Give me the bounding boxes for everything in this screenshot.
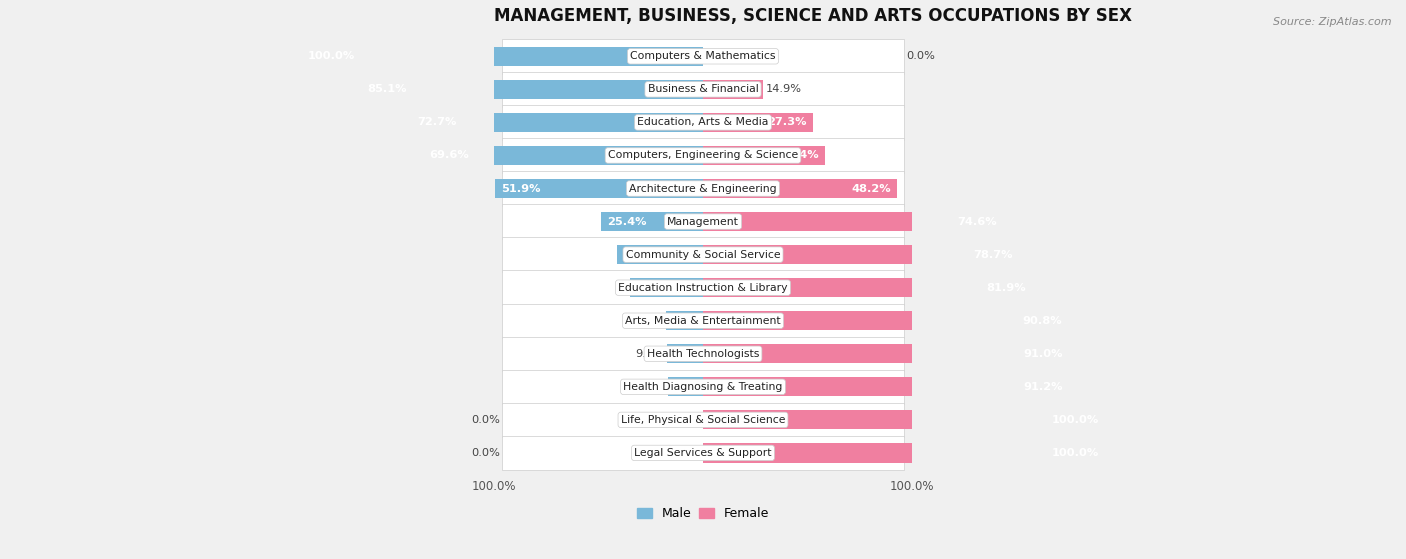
Text: Source: ZipAtlas.com: Source: ZipAtlas.com xyxy=(1274,17,1392,27)
Text: Architecture & Engineering: Architecture & Engineering xyxy=(630,183,776,193)
Bar xyxy=(502,138,904,173)
Bar xyxy=(630,278,703,297)
Legend: Male, Female: Male, Female xyxy=(631,503,775,525)
Bar xyxy=(502,205,904,239)
Bar xyxy=(703,377,1070,396)
Bar xyxy=(411,113,703,132)
Bar xyxy=(502,337,904,371)
Text: 85.1%: 85.1% xyxy=(367,84,406,94)
Text: 74.6%: 74.6% xyxy=(957,216,997,226)
Bar xyxy=(703,344,1069,363)
Text: MANAGEMENT, BUSINESS, SCIENCE AND ARTS OCCUPATIONS BY SEX: MANAGEMENT, BUSINESS, SCIENCE AND ARTS O… xyxy=(494,7,1132,25)
Bar xyxy=(301,47,703,66)
Bar xyxy=(502,271,904,305)
Text: 91.0%: 91.0% xyxy=(1024,349,1063,359)
Text: Legal Services & Support: Legal Services & Support xyxy=(634,448,772,458)
Text: 91.2%: 91.2% xyxy=(1024,382,1063,392)
Bar xyxy=(502,435,904,470)
Bar xyxy=(703,212,1002,231)
Text: Community & Social Service: Community & Social Service xyxy=(626,250,780,259)
Bar xyxy=(703,113,813,132)
Bar xyxy=(423,146,703,165)
Text: Business & Financial: Business & Financial xyxy=(648,84,758,94)
Bar xyxy=(502,39,904,73)
Text: Life, Physical & Social Science: Life, Physical & Social Science xyxy=(621,415,785,425)
Bar xyxy=(502,402,904,437)
Text: Computers & Mathematics: Computers & Mathematics xyxy=(630,51,776,61)
Text: Education Instruction & Library: Education Instruction & Library xyxy=(619,283,787,293)
Text: Health Technologists: Health Technologists xyxy=(647,349,759,359)
Text: 100.0%: 100.0% xyxy=(1052,415,1098,425)
Bar xyxy=(502,105,904,140)
Text: 69.6%: 69.6% xyxy=(429,150,470,160)
Text: 0.0%: 0.0% xyxy=(471,448,501,458)
Text: 100.0%: 100.0% xyxy=(308,51,354,61)
Bar xyxy=(703,443,1105,462)
Text: 21.3%: 21.3% xyxy=(623,250,664,259)
Text: 78.7%: 78.7% xyxy=(973,250,1014,259)
Text: Computers, Engineering & Science: Computers, Engineering & Science xyxy=(607,150,799,160)
Text: 9.0%: 9.0% xyxy=(634,349,664,359)
Bar xyxy=(666,311,703,330)
Text: 81.9%: 81.9% xyxy=(986,283,1026,293)
Text: 27.3%: 27.3% xyxy=(768,117,807,127)
Text: 100.0%: 100.0% xyxy=(1052,448,1098,458)
Text: 8.8%: 8.8% xyxy=(636,382,665,392)
Bar xyxy=(502,171,904,206)
Bar xyxy=(703,80,763,99)
Bar xyxy=(502,72,904,107)
Bar xyxy=(703,278,1032,297)
Text: 90.8%: 90.8% xyxy=(1022,316,1062,326)
Text: Arts, Media & Entertainment: Arts, Media & Entertainment xyxy=(626,316,780,326)
Bar xyxy=(703,311,1067,330)
Bar xyxy=(703,245,1019,264)
Text: 18.1%: 18.1% xyxy=(637,283,676,293)
Bar xyxy=(502,304,904,338)
Text: 72.7%: 72.7% xyxy=(418,117,457,127)
Text: 9.2%: 9.2% xyxy=(634,316,662,326)
Text: 30.4%: 30.4% xyxy=(779,150,820,160)
Text: Education, Arts & Media: Education, Arts & Media xyxy=(637,117,769,127)
Text: 0.0%: 0.0% xyxy=(471,415,501,425)
Text: Management: Management xyxy=(666,216,740,226)
Bar xyxy=(502,238,904,272)
Bar xyxy=(617,245,703,264)
Bar xyxy=(703,146,825,165)
Text: Health Diagnosing & Treating: Health Diagnosing & Treating xyxy=(623,382,783,392)
Text: 14.9%: 14.9% xyxy=(766,84,801,94)
Text: 25.4%: 25.4% xyxy=(607,216,647,226)
Bar xyxy=(666,344,703,363)
Bar xyxy=(703,179,897,198)
Bar xyxy=(668,377,703,396)
Bar xyxy=(703,410,1105,429)
Text: 51.9%: 51.9% xyxy=(501,183,540,193)
Text: 0.0%: 0.0% xyxy=(905,51,935,61)
Bar xyxy=(361,80,703,99)
Bar xyxy=(495,179,703,198)
Text: 48.2%: 48.2% xyxy=(851,183,890,193)
Bar xyxy=(502,369,904,404)
Bar xyxy=(600,212,703,231)
